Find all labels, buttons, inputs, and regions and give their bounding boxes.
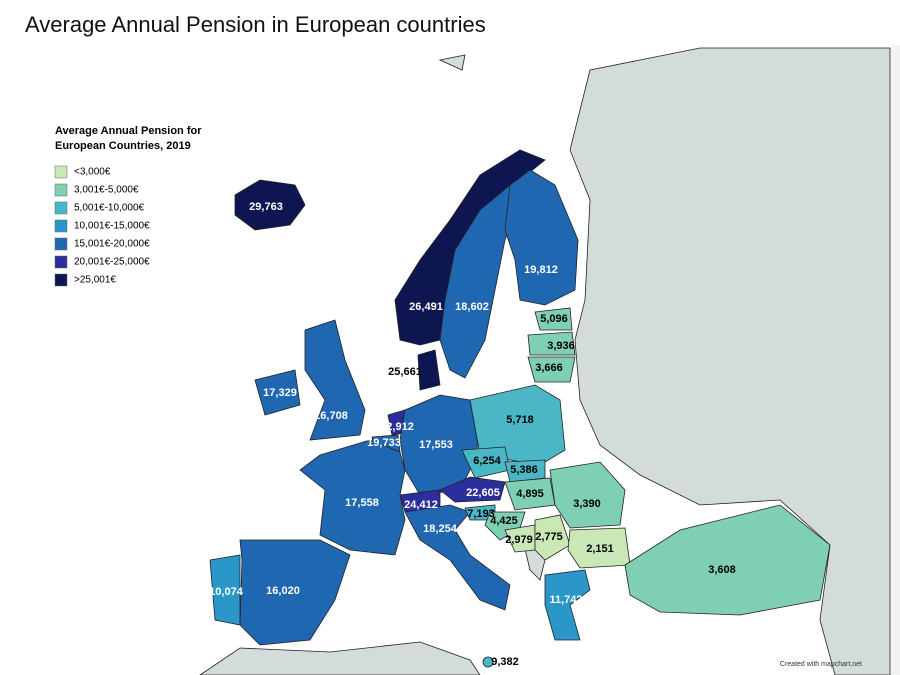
country-value: 3,608: [708, 564, 736, 576]
country-value: 2,151: [586, 543, 614, 555]
country: [549, 461, 626, 529]
country-labels: 29,763 26,491 18,602 19,812 5,096 3,936 3,666 2…: [209, 201, 736, 668]
country: [304, 319, 366, 441]
country-value: 10,074: [209, 586, 244, 598]
country: [404, 504, 511, 611]
country-value: 4,895: [516, 488, 544, 500]
country-value: 19,733: [367, 437, 401, 449]
legend-swatch: [54, 273, 68, 287]
country-value: 9,382: [491, 656, 519, 668]
country-value: 18,602: [455, 301, 489, 313]
legend-title: Average Annual Pension for: [55, 125, 202, 137]
country-value: 3,390: [573, 498, 601, 510]
other-land: [199, 47, 891, 675]
country-value: 2,775: [535, 531, 563, 543]
country-value: 7,193: [467, 508, 495, 520]
legend-label: >25,001€: [74, 275, 116, 286]
legend-label: <3,000€: [74, 167, 111, 178]
country-value: 2,979: [505, 534, 533, 546]
land-east: [569, 47, 891, 675]
country: [504, 459, 546, 483]
country-value: 16,020: [266, 585, 300, 597]
land-africa: [199, 641, 481, 675]
country: [504, 169, 579, 306]
legend-swatch: [54, 165, 68, 179]
legend-swatch: [54, 255, 68, 269]
legend-label: 10,001€-15,000€: [74, 221, 150, 232]
country-value: 11,742: [549, 594, 582, 606]
legend: Average Annual Pension for European Coun…: [54, 125, 202, 287]
country: [417, 349, 441, 391]
countries: [209, 149, 831, 668]
country-value: 19,812: [524, 264, 558, 276]
country: [544, 569, 591, 641]
country-value: 6,254: [473, 455, 501, 467]
country: [624, 504, 831, 616]
country: [482, 656, 494, 668]
country-value: 22,912: [380, 421, 414, 433]
country: [299, 439, 406, 556]
country-value: 25,661: [388, 366, 422, 378]
country: [527, 356, 576, 383]
country: [567, 527, 631, 569]
country: [527, 331, 576, 356]
country-value: 5,386: [510, 464, 538, 476]
legend-swatch: [54, 201, 68, 215]
country-value: 22,605: [466, 487, 500, 499]
country-value: 4,425: [490, 515, 518, 527]
country-value: 16,708: [314, 410, 348, 422]
country-value: 3,666: [535, 362, 563, 374]
country-value: 24,412: [404, 499, 438, 511]
country-value: 3,936: [547, 340, 575, 352]
legend-swatch: [54, 183, 68, 197]
country: [239, 539, 351, 646]
scroll-edge: [891, 45, 900, 675]
country-value: 17,329: [263, 387, 297, 399]
land-svalbard: [438, 54, 466, 71]
country-value: 26,491: [409, 301, 443, 313]
legend-label: 20,001€-25,000€: [74, 257, 150, 268]
credit: Created with mapchart.net: [780, 661, 862, 668]
legend-label: 3,001€-5,000€: [74, 185, 139, 196]
legend-label: 15,001€-20,000€: [74, 239, 150, 250]
country: [534, 307, 573, 331]
country-value: 18,254: [423, 523, 458, 535]
country: [439, 476, 506, 503]
page-title: Average Annual Pension in European count…: [25, 12, 486, 37]
country: [234, 179, 306, 231]
legend-swatch: [54, 237, 68, 251]
country-value: 5,718: [506, 414, 534, 426]
country-value: 17,558: [345, 497, 379, 509]
country-value: 17,553: [419, 439, 453, 451]
legend-title: European Countries, 2019: [55, 140, 191, 152]
country-value: 5,096: [540, 313, 568, 325]
country-value: 29,763: [249, 201, 283, 213]
legend-label: 5,001€-10,000€: [74, 203, 145, 214]
country: [254, 369, 301, 416]
legend-swatch: [54, 219, 68, 233]
country: [534, 514, 571, 561]
